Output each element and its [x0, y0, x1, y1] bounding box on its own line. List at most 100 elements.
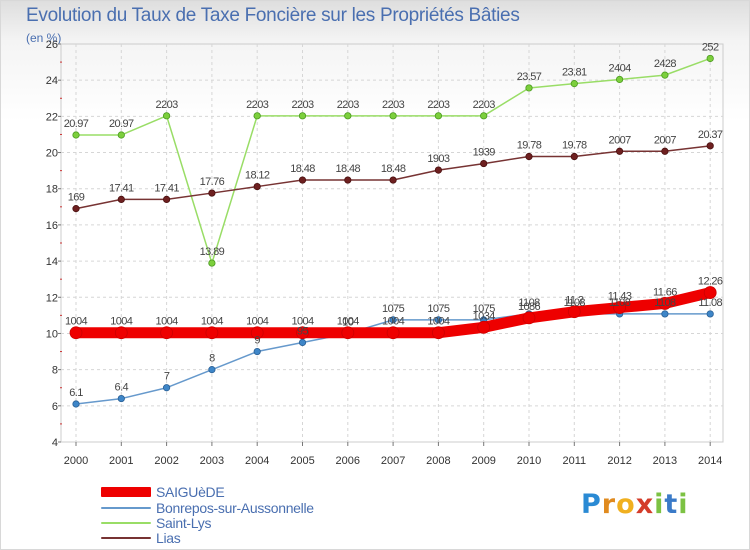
- data-point-saigu-de: [567, 305, 581, 319]
- data-label-bonrepos-sur-aussonnelle: 1108: [564, 297, 586, 309]
- data-point-saigu-de: [477, 320, 491, 334]
- data-point-saigu-de: [613, 301, 626, 314]
- data-point-saigu-de: [703, 286, 717, 299]
- logo-letter: x: [635, 489, 655, 520]
- legend-swatch: [101, 507, 151, 509]
- legend-item-bonrepos: Bonrepos-sur-Aussonnelle: [101, 500, 361, 516]
- data-point-saint-lys: [208, 259, 216, 267]
- data-label-saigu-de: 11.2: [565, 295, 584, 307]
- x-tick-label: 2000: [64, 455, 88, 467]
- data-point-lias: [117, 195, 125, 204]
- x-tick-label: 2008: [426, 455, 450, 467]
- legend-label: Bonrepos-sur-Aussonnelle: [156, 500, 314, 516]
- data-label-lias: 18.12: [245, 170, 270, 182]
- data-label-saigu-de: 1004: [65, 316, 88, 328]
- data-label-bonrepos-sur-aussonnelle: 1075: [382, 303, 405, 315]
- data-label-lias: 2007: [654, 134, 677, 146]
- data-label-lias: 18.48: [290, 163, 315, 175]
- data-point-lias: [72, 205, 80, 213]
- data-point-saint-lys: [706, 54, 714, 63]
- data-point-saigu-de: [114, 326, 128, 340]
- data-point-saint-lys: [661, 71, 669, 79]
- data-label-saint-lys: 2203: [337, 99, 360, 111]
- y-tick-label: 4: [52, 437, 58, 449]
- legend-label: Lias: [156, 530, 181, 546]
- data-point-saigu-de: [69, 326, 83, 340]
- data-label-lias: 2007: [609, 134, 632, 146]
- y-tick-label: 24: [46, 75, 58, 87]
- data-label-saigu-de: 1004: [427, 316, 450, 328]
- data-label-saigu-de: 1004: [246, 316, 269, 328]
- data-point-saigu-de: [658, 297, 672, 310]
- data-point-lias: [615, 147, 624, 155]
- data-label-bonrepos-sur-aussonnelle: 1075: [473, 303, 496, 315]
- data-label-saigu-de: 1004: [201, 316, 224, 328]
- data-point-saint-lys: [434, 112, 442, 120]
- data-point-bonrepos-sur-aussonnelle: [706, 310, 714, 318]
- data-label-bonrepos-sur-aussonnelle: 10: [342, 316, 354, 328]
- data-label-saint-lys: 252: [702, 41, 719, 53]
- x-tick-label: 2004: [245, 455, 269, 467]
- data-label-bonrepos-sur-aussonnelle: 6.4: [115, 382, 129, 394]
- data-label-saint-lys: 23.81: [562, 67, 587, 79]
- data-label-layer: 20.97 20.97 2203 13.89 2203 2203 2203 2203 2203 2…: [64, 41, 724, 399]
- legend-label: SAIGUèDE: [156, 484, 225, 500]
- data-label-saigu-de: 11.66: [653, 286, 677, 298]
- chart-title: Evolution du Taux de Taxe Foncière sur l…: [26, 5, 520, 26]
- data-label-lias: 20.37: [698, 129, 723, 141]
- data-label-saigu-de: 1086: [518, 301, 541, 313]
- data-label-saint-lys: 23.57: [517, 71, 542, 83]
- data-label-saint-lys: 2428: [654, 58, 677, 70]
- data-label-lias: 17.76: [200, 176, 225, 188]
- data-label-saigu-de: 1004: [382, 316, 405, 328]
- data-point-saint-lys: [389, 112, 397, 120]
- data-label-saigu-de: 1004: [110, 316, 133, 328]
- data-point-lias: [480, 159, 488, 168]
- logo-letter: i: [678, 489, 689, 520]
- data-point-saint-lys: [615, 75, 624, 84]
- data-label-saint-lys: 13.89: [200, 246, 225, 258]
- data-point-lias: [208, 189, 216, 197]
- data-label-saint-lys: 2203: [473, 99, 496, 111]
- data-point-bonrepos-sur-aussonnelle: [434, 316, 442, 324]
- data-point-saigu-de: [205, 326, 219, 340]
- data-point-bonrepos-sur-aussonnelle: [208, 366, 216, 374]
- data-point-saint-lys: [117, 131, 125, 139]
- data-point-saigu-de: [522, 311, 536, 325]
- data-label-lias: 17.41: [154, 182, 179, 194]
- data-label-saint-lys: 2203: [382, 99, 405, 111]
- y-tick-label: 26: [46, 39, 58, 51]
- data-label-bonrepos-sur-aussonnelle: 1075: [427, 303, 450, 315]
- data-point-bonrepos-sur-aussonnelle: [117, 394, 125, 403]
- logo-letter: r: [601, 489, 617, 520]
- x-tick-label: 2013: [653, 455, 677, 467]
- data-label-saint-lys: 2203: [156, 99, 179, 111]
- data-point-saigu-de: [250, 326, 264, 340]
- data-label-bonrepos-sur-aussonnelle: 8: [209, 353, 215, 365]
- data-point-bonrepos-sur-aussonnelle: [298, 338, 307, 347]
- data-label-saigu-de: 1034: [473, 310, 496, 322]
- proxiti-logo: Proxiti: [581, 489, 689, 520]
- data-point-lias: [570, 152, 578, 161]
- data-label-lias: 17.41: [109, 182, 134, 194]
- x-tick-label: 2011: [562, 455, 586, 467]
- data-point-saigu-de: [386, 326, 400, 340]
- x-tick-label: 2001: [109, 455, 133, 467]
- legend-swatch: [101, 537, 151, 539]
- data-point-saint-lys: [525, 84, 533, 92]
- data-label-bonrepos-sur-aussonnelle: 6.1: [69, 387, 83, 399]
- data-label-saigu-de: 1004: [291, 316, 314, 328]
- data-label-saint-lys: 20.97: [109, 118, 134, 130]
- legend-swatch: [101, 522, 151, 524]
- data-label-saigu-de: 11.43: [608, 291, 632, 303]
- data-label-lias: 1939: [473, 147, 496, 159]
- data-point-saint-lys: [163, 112, 171, 120]
- x-tick-label: 2007: [381, 455, 405, 467]
- logo-letter: i: [654, 489, 665, 520]
- data-point-saigu-de: [431, 326, 445, 340]
- data-point-lias: [706, 142, 714, 150]
- data-point-bonrepos-sur-aussonnelle: [661, 310, 669, 318]
- data-point-lias: [525, 152, 533, 161]
- x-tick-label: 2002: [154, 455, 178, 467]
